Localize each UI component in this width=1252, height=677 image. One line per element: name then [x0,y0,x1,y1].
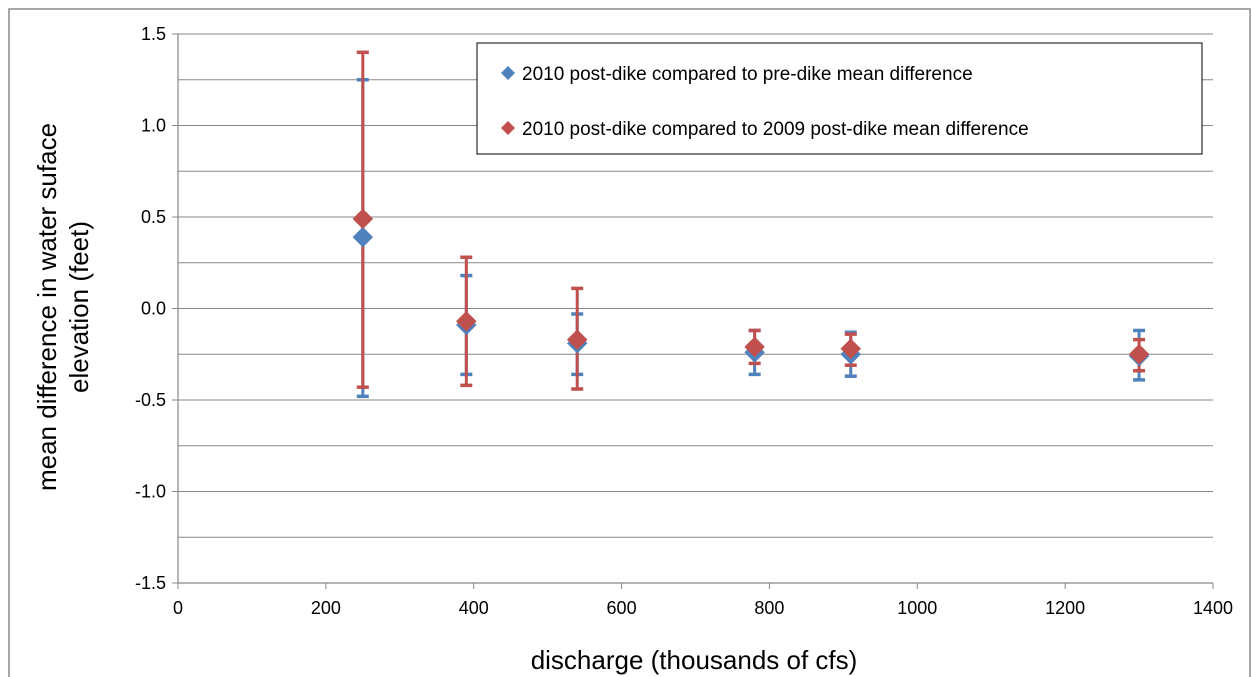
y-tick-label: -1.0 [135,482,166,502]
x-tick-label: 800 [754,598,784,618]
legend-marker [501,66,515,80]
axis-titles: discharge (thousands of cfs) mean differ… [32,123,857,675]
y-axis-title-line-1: mean difference in water suface [32,123,62,491]
x-tick-label: 400 [459,598,489,618]
x-axis-title: discharge (thousands of cfs) [531,645,858,675]
y-tick-label: 0.5 [141,207,166,227]
legend-box [476,42,1203,155]
x-tick-label: 1200 [1045,598,1085,618]
y-tick-label: 1.5 [141,24,166,44]
legend-marker [501,121,515,135]
data-point [566,329,588,350]
x-tick-label: 1000 [897,598,937,618]
y-tick-label: 0.0 [141,299,166,319]
legend-label: 2010 post-dike compared to 2009 post-dik… [522,119,1029,140]
data-point [1128,343,1150,365]
y-axis-title-line-2: elevation (feet) [64,221,94,393]
x-tick-label: 1400 [1193,598,1233,618]
series [352,50,1150,399]
y-tick-label: -0.5 [135,390,166,410]
x-tick-label: 200 [311,598,341,618]
x-tick-label: 600 [607,598,637,618]
legend-label: 2010 post-dike compared to pre-dike mean… [522,64,973,85]
data-point [352,226,374,248]
legend: 2010 post-dike compared to pre-dike mean… [476,42,1203,155]
data-point [840,338,862,360]
y-tick-label: 1.0 [141,116,166,136]
data-point [744,336,765,358]
tick-labels: -1.5 -1.0 -0.5 0.0 0.5 1.0 1.5 0 200 400 600 800 100… [135,24,1233,618]
x-tick-label: 0 [173,598,183,618]
y-tick-label: -1.5 [135,573,166,593]
axes [172,33,1214,589]
series-2-points [352,208,1150,365]
data-point [352,208,374,230]
data-point [455,310,477,332]
